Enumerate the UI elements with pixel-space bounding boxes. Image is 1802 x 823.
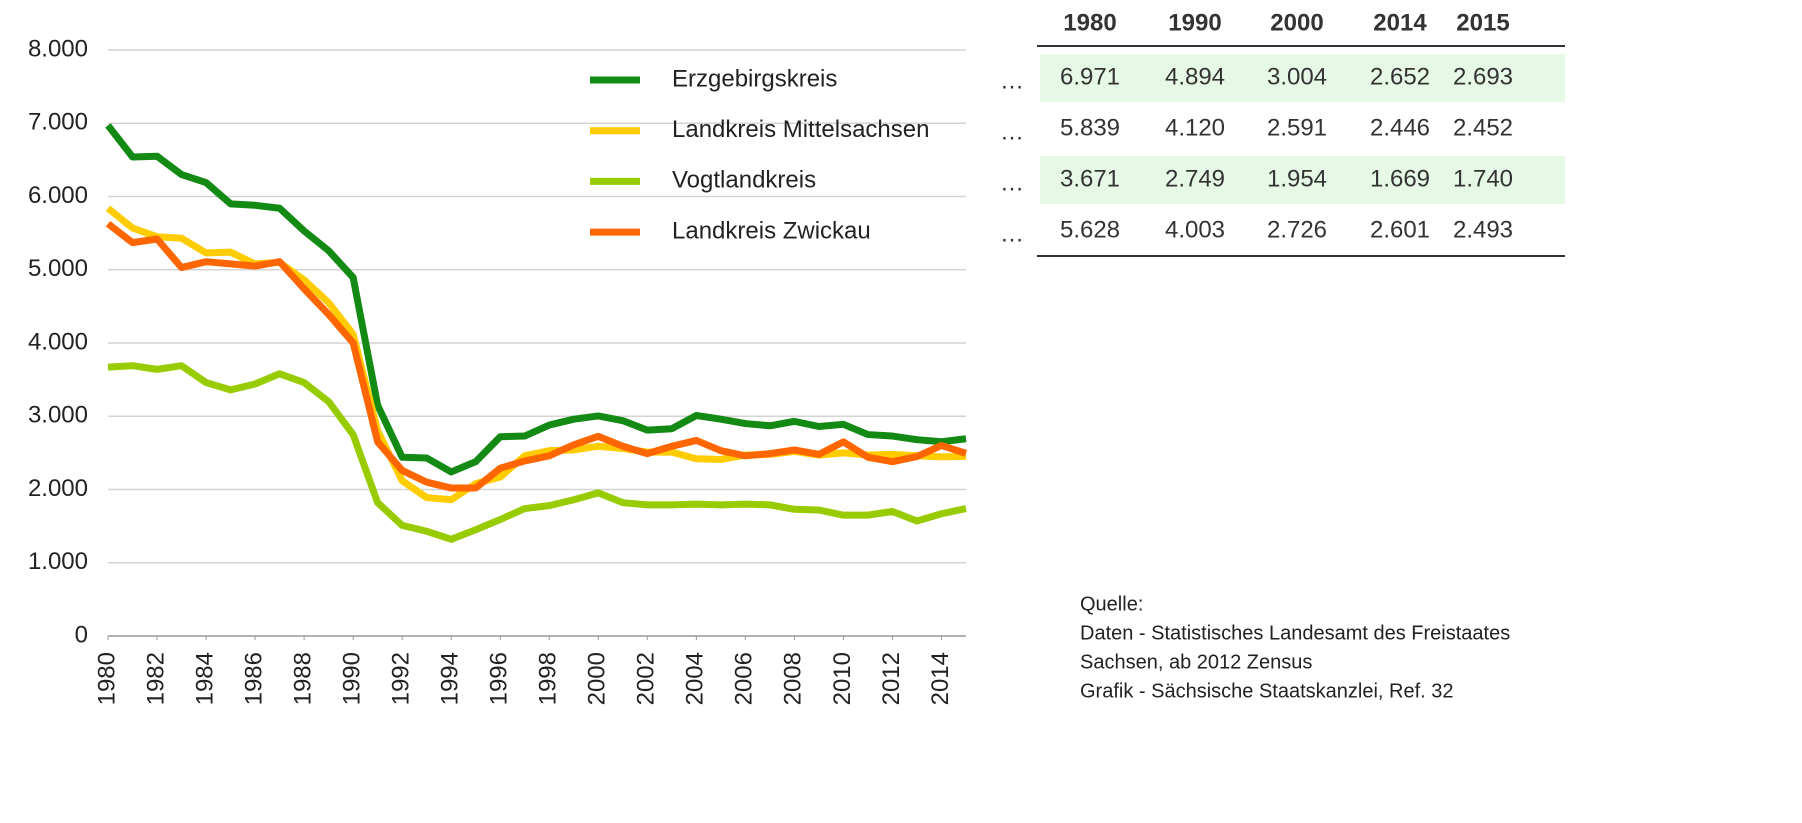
table-cell: 2.693 [1453, 63, 1513, 90]
table-header: 2014 [1373, 9, 1427, 36]
x-tick-label: 1990 [338, 652, 365, 705]
row-ellipsis: … [1000, 118, 1024, 145]
table-header: 2000 [1270, 9, 1323, 36]
y-tick-label: 3.000 [28, 402, 88, 429]
x-tick-label: 2010 [829, 652, 856, 705]
table-header: 2015 [1456, 9, 1509, 36]
x-tick-label: 1996 [486, 652, 513, 705]
table-cell: 2.652 [1370, 63, 1430, 90]
source-note: Daten - Statistisches Landesamt des Frei… [1080, 622, 1510, 644]
source-note: Quelle: [1080, 593, 1143, 615]
y-tick-label: 4.000 [28, 328, 88, 355]
table-cell: 5.628 [1060, 216, 1120, 243]
x-tick-label: 1986 [240, 652, 267, 705]
table-cell: 2.749 [1165, 165, 1225, 192]
table-cell: 2.452 [1453, 114, 1513, 141]
x-tick-label: 2002 [633, 652, 660, 705]
x-tick-label: 1988 [289, 652, 316, 705]
y-tick-label: 7.000 [28, 109, 88, 136]
table-cell: 2.601 [1370, 216, 1430, 243]
x-tick-label: 1982 [142, 652, 169, 705]
x-tick-label: 1992 [388, 652, 415, 705]
table-cell: 4.120 [1165, 114, 1225, 141]
table-cell: 1.740 [1453, 165, 1513, 192]
data-table: … 6.971 4.894 3.004 2.652 2.693 … 5.839 4.120 2.5… [1000, 9, 1565, 257]
y-tick-label: 0 [75, 621, 88, 648]
table-cell: 5.839 [1060, 114, 1120, 141]
row-ellipsis: … [1000, 220, 1024, 247]
x-tick-label: 1994 [437, 652, 464, 705]
table-header: 1980 [1063, 9, 1116, 36]
series-line [105, 220, 968, 492]
row-ellipsis: … [1000, 169, 1024, 196]
table-cell: 6.971 [1060, 63, 1120, 90]
legend-label: Vogtlandkreis [672, 167, 816, 194]
row-band [1040, 156, 1565, 204]
table-cell: 4.003 [1165, 216, 1225, 243]
x-tick-label: 2000 [584, 652, 611, 705]
y-tick-label: 8.000 [28, 35, 88, 62]
row-band [1040, 54, 1565, 102]
legend-label: Landkreis Zwickau [672, 217, 871, 244]
y-tick-label: 1.000 [28, 548, 88, 575]
table-cell: 3.671 [1060, 165, 1120, 192]
x-tick-label: 1980 [93, 652, 120, 705]
table-cell: 2.726 [1267, 216, 1327, 243]
y-tick-label: 2.000 [28, 475, 88, 502]
source-note: Sachsen, ab 2012 Zensus [1080, 651, 1312, 673]
x-tick-label: 2012 [878, 652, 905, 705]
table-cell: 2.493 [1453, 216, 1513, 243]
y-tick-label: 6.000 [28, 182, 88, 209]
table-header: 1990 [1168, 9, 1221, 36]
row-ellipsis: … [1000, 67, 1024, 94]
y-tick-label: 5.000 [28, 255, 88, 282]
table-cell: 3.004 [1267, 63, 1327, 90]
x-tick-label: 2006 [731, 652, 758, 705]
x-tick-label: 2004 [682, 652, 709, 705]
legend-label: Landkreis Mittelsachsen [672, 116, 929, 143]
table-cell: 2.446 [1370, 114, 1430, 141]
series-line [105, 123, 967, 476]
table-cell: 4.894 [1165, 63, 1225, 90]
series-line [107, 362, 967, 543]
table-cell: 1.954 [1267, 165, 1327, 192]
x-tick-label: 2014 [927, 652, 954, 705]
table-cell: 2.591 [1267, 114, 1327, 141]
source-note: Grafik - Sächsische Staatskanzlei, Ref. … [1080, 680, 1454, 702]
legend-label: Erzgebirgskreis [672, 65, 837, 92]
x-tick-label: 1984 [191, 652, 218, 705]
table-cell: 1.669 [1370, 165, 1430, 192]
x-tick-label: 2008 [780, 652, 807, 705]
x-tick-label: 1998 [535, 652, 562, 705]
